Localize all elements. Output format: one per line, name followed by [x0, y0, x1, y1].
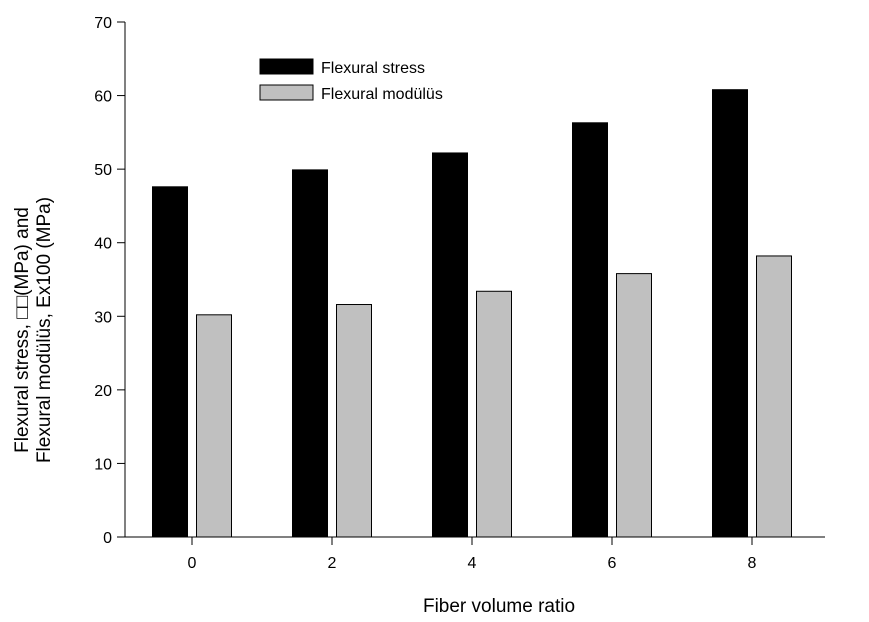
bars — [152, 89, 792, 538]
bar-flexural-modulus — [616, 273, 652, 538]
y-tick-label: 30 — [94, 309, 112, 326]
bar-flexural-stress — [432, 152, 468, 538]
bar-flexural-modulus — [756, 255, 792, 538]
bar-flexural-stress — [152, 186, 188, 538]
bar-flexural-stress — [572, 122, 608, 538]
x-tick-label: 4 — [468, 555, 477, 572]
y-axis-title-line1: Flexural stress, □□(MPa) and — [12, 207, 33, 453]
y-axis-title-line2: Flexural modülüs, Ex100 (MPa) — [34, 197, 55, 463]
bar-flexural-stress — [292, 169, 328, 538]
legend-swatch — [259, 84, 314, 101]
bar-flexural-stress — [712, 89, 748, 538]
x-axis-title: Fiber volume ratio — [423, 596, 575, 617]
x-tick-label: 0 — [188, 555, 197, 572]
bar-flexural-modulus — [196, 314, 232, 538]
y-tick-label: 40 — [94, 236, 112, 253]
legend-label: Flexural stress — [321, 60, 425, 77]
y-tick-label: 60 — [94, 89, 112, 106]
y-tick-label: 70 — [94, 15, 112, 32]
legend: Flexural stress Flexural modülüs — [259, 58, 443, 103]
x-tick-label: 8 — [748, 555, 757, 572]
x-tick-label: 2 — [328, 555, 337, 572]
bar-flexural-modulus — [476, 290, 512, 538]
y-tick-label: 0 — [103, 530, 112, 547]
y-tick-label: 10 — [94, 456, 112, 473]
y-tick-label: 50 — [94, 162, 112, 179]
bar-flexural-modulus — [336, 304, 372, 538]
y-tick-label: 20 — [94, 383, 112, 400]
y-axis-title-group: Flexural stress, □□(MPa) and Flexural mo… — [12, 197, 55, 463]
legend-swatch — [259, 58, 314, 75]
x-axis: 0 2 4 6 8 — [125, 536, 825, 572]
x-tick-label: 6 — [608, 555, 617, 572]
legend-label: Flexural modülüs — [321, 86, 443, 103]
y-axis: 0 10 20 30 40 50 60 70 — [94, 15, 126, 547]
